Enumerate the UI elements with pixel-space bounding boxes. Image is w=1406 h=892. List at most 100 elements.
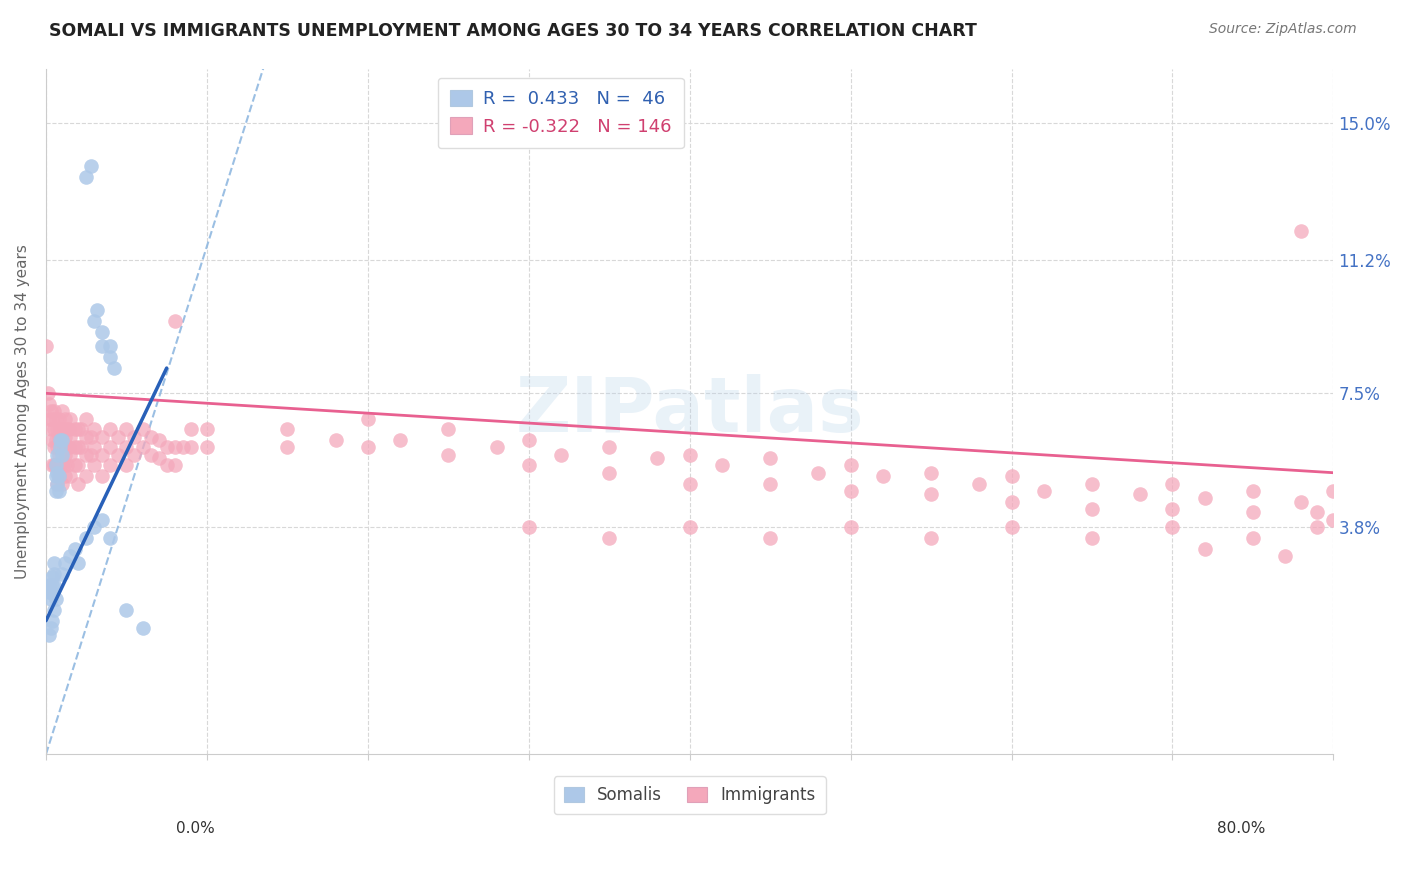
Point (1161, 476, 1184, 491)
Point (48, 469, 70, 483)
Point (517, 458, 540, 473)
Point (1032, 483, 1054, 498)
Point (107, 429, 129, 443)
Point (98, 350, 121, 364)
Point (91, 339, 114, 353)
Point (839, 520, 862, 534)
Point (83, 422, 105, 436)
Point (46, 466, 69, 480)
Point (124, 448, 146, 462)
Point (38, 628, 60, 642)
Point (115, 422, 138, 436)
Point (41, 411, 63, 425)
Point (98, 458, 121, 473)
Point (38, 397, 60, 411)
Point (63, 422, 86, 436)
Point (53, 429, 76, 443)
Point (1306, 520, 1329, 534)
Point (49, 422, 72, 436)
Point (91, 469, 114, 483)
Point (139, 448, 162, 462)
Point (148, 434, 170, 448)
Point (485, 441, 508, 455)
Point (56, 422, 79, 436)
Point (86, 303, 108, 318)
Point (39, 422, 62, 436)
Point (67, 556, 90, 570)
Point (45, 434, 67, 448)
Point (98, 441, 121, 455)
Point (51, 566, 73, 581)
Point (41, 570, 63, 584)
Point (42, 404, 65, 418)
Point (41, 614, 63, 628)
Point (1322, 513, 1344, 527)
Point (517, 434, 540, 448)
Point (38, 411, 60, 425)
Point (807, 466, 830, 480)
Point (139, 429, 162, 443)
Point (180, 422, 202, 436)
Point (550, 448, 572, 462)
Point (45, 469, 67, 483)
Point (75, 448, 97, 462)
Point (1161, 520, 1184, 534)
Point (839, 483, 862, 498)
Point (325, 434, 347, 448)
Point (131, 621, 153, 635)
Point (53, 469, 76, 483)
Point (42, 422, 65, 436)
Text: SOMALI VS IMMIGRANTS UNEMPLOYMENT AMONG AGES 30 TO 34 YEARS CORRELATION CHART: SOMALI VS IMMIGRANTS UNEMPLOYMENT AMONG … (49, 22, 977, 40)
Point (45, 411, 67, 425)
Point (598, 466, 620, 480)
Point (679, 448, 702, 462)
Point (59, 469, 82, 483)
Point (48, 469, 70, 483)
Point (1274, 549, 1296, 563)
Point (759, 531, 782, 545)
Point (75, 531, 97, 545)
Point (1241, 531, 1264, 545)
Point (195, 441, 218, 455)
Point (80, 159, 103, 173)
Point (39, 584, 62, 599)
Point (75, 411, 97, 425)
Point (1081, 501, 1104, 516)
Point (1322, 483, 1344, 498)
Point (41, 458, 63, 473)
Point (1306, 505, 1329, 519)
Point (58, 441, 80, 455)
Point (276, 422, 298, 436)
Point (156, 458, 179, 473)
Point (91, 429, 114, 443)
Point (75, 169, 97, 184)
Point (51, 404, 73, 418)
Point (42, 603, 65, 617)
Point (107, 448, 129, 462)
Point (83, 314, 105, 328)
Point (98, 339, 121, 353)
Legend: Somalis, Immigrants: Somalis, Immigrants (554, 776, 825, 814)
Point (1161, 501, 1184, 516)
Point (38, 577, 60, 591)
Point (80, 448, 103, 462)
Point (38, 584, 60, 599)
Point (51, 448, 73, 462)
Point (53, 556, 76, 570)
Point (759, 476, 782, 491)
Point (52, 441, 75, 455)
Point (53, 411, 76, 425)
Point (67, 441, 90, 455)
Point (839, 458, 862, 473)
Point (49, 441, 72, 455)
Point (63, 458, 86, 473)
Point (39, 592, 62, 607)
Point (52, 458, 75, 473)
Point (51, 434, 73, 448)
Point (46, 422, 69, 436)
Point (1000, 469, 1022, 483)
Point (1000, 494, 1022, 508)
Point (276, 441, 298, 455)
Point (1194, 541, 1216, 556)
Point (115, 458, 138, 473)
